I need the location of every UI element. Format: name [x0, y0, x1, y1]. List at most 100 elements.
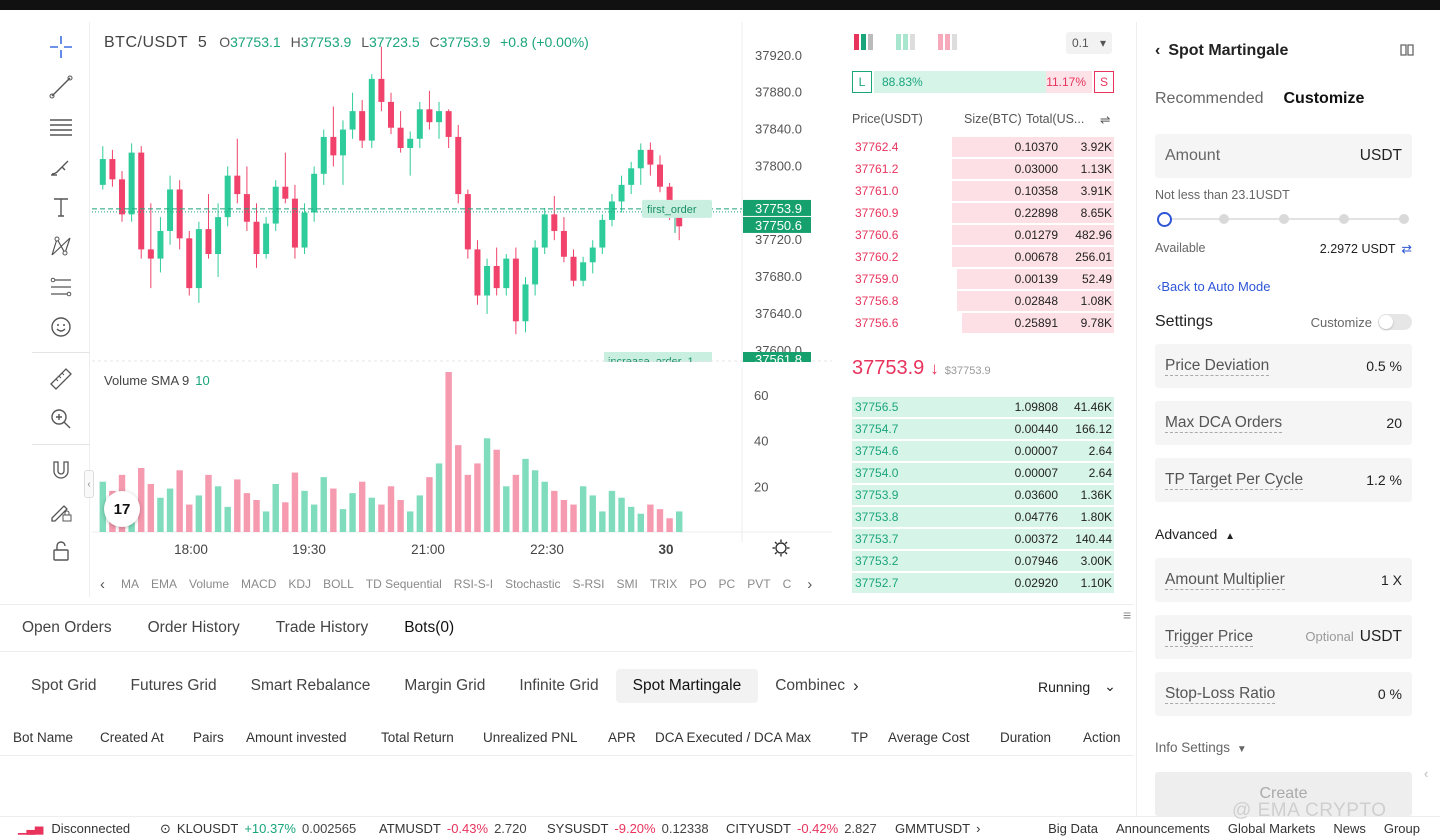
indicator-item[interactable]: EMA — [151, 577, 178, 591]
slider-knob[interactable] — [1157, 212, 1172, 227]
info-settings-toggle[interactable]: Info Settings ▼ — [1155, 740, 1247, 755]
resize-handle-icon[interactable]: ≡ — [1123, 607, 1132, 623]
tab-trade-history[interactable]: Trade History — [275, 619, 369, 636]
stop-loss-field[interactable]: Stop-Loss Ratio 0 % — [1155, 672, 1412, 716]
bot-tab-infinite-grid[interactable]: Infinite Grid — [519, 677, 599, 694]
indicator-item[interactable]: PVT — [747, 577, 771, 591]
indicator-item[interactable]: Stochastic — [505, 577, 561, 591]
ask-row[interactable]: 37762.4 0.10370 3.92K — [852, 136, 1114, 158]
bot-tab-spot-martingale[interactable]: Spot Martingale — [615, 669, 759, 703]
zoom-icon[interactable] — [46, 404, 76, 434]
settings-gear-icon[interactable] — [775, 542, 787, 554]
ask-row[interactable]: 37756.8 0.02848 1.08K — [852, 290, 1114, 312]
precision-select[interactable]: 0.1 ▾ — [1066, 32, 1112, 54]
horizontal-lines-icon[interactable] — [46, 112, 76, 142]
bid-row[interactable]: 37756.5 1.09808 41.46K — [852, 396, 1114, 418]
trigger-price-field[interactable]: Trigger Price Optional USDT — [1155, 615, 1412, 659]
panel-collapse-icon[interactable]: ‹ — [1424, 766, 1429, 781]
back-to-auto-link[interactable]: ‹Back to Auto Mode — [1157, 279, 1271, 294]
status-filter[interactable]: Running ⌄ — [1038, 678, 1116, 695]
ask-row[interactable]: 37761.2 0.03000 1.13K — [852, 158, 1114, 180]
link-group[interactable]: Group — [1383, 821, 1420, 836]
indicator-item[interactable]: PC — [718, 577, 736, 591]
candlestick-chart[interactable]: 37920.0 37880.0 37840.0 37800.0 37720.0 37680… — [92, 22, 832, 597]
both-sides-view-icon[interactable] — [854, 34, 874, 50]
indicator-next-icon[interactable]: › — [807, 575, 813, 593]
collapse-toolbar-button[interactable]: ‹ — [84, 470, 94, 498]
tab-order-history[interactable]: Order History — [147, 619, 240, 636]
magnet-icon[interactable] — [46, 456, 76, 486]
bid-row[interactable]: 37753.9 0.03600 1.36K — [852, 484, 1114, 506]
bid-row[interactable]: 37753.2 0.07946 3.00K — [852, 550, 1114, 572]
ticker-item[interactable]: GMMTUSDT › — [895, 821, 981, 836]
ask-row[interactable]: 37756.6 0.25891 9.78K — [852, 312, 1114, 334]
create-button[interactable]: Create — [1155, 772, 1412, 816]
trend-line-icon[interactable] — [46, 72, 76, 102]
bot-tab-margin-grid[interactable]: Margin Grid — [404, 677, 486, 694]
bid-row[interactable]: 37754.7 0.00440 166.12 — [852, 418, 1114, 440]
price-deviation-field[interactable]: Price Deviation 0.5 % — [1155, 344, 1412, 388]
tp-target-field[interactable]: TP Target Per Cycle 1.2 % — [1155, 458, 1412, 502]
indicator-item[interactable]: TRIX — [649, 577, 678, 591]
tab-bots[interactable]: Bots(0) — [404, 619, 455, 636]
indicator-item[interactable]: SMI — [616, 577, 638, 591]
indicator-item[interactable]: MACD — [241, 577, 277, 591]
link-news[interactable]: News — [1333, 821, 1366, 836]
indicator-item[interactable]: S-RSI — [572, 577, 605, 591]
ask-row[interactable]: 37760.6 0.01279 482.96 — [852, 224, 1114, 246]
asks-view-icon[interactable] — [938, 34, 958, 50]
max-dca-orders-field[interactable]: Max DCA Orders 20 — [1155, 401, 1412, 445]
guide-book-icon[interactable] — [1399, 42, 1415, 63]
emoji-icon[interactable] — [46, 312, 76, 342]
amount-slider[interactable] — [1157, 212, 1409, 227]
indicator-item[interactable]: Volume — [189, 577, 230, 591]
bid-row[interactable]: 37752.7 0.02920 1.10K — [852, 572, 1114, 594]
pattern-icon[interactable] — [46, 232, 76, 262]
bid-row[interactable]: 37753.7 0.00372 140.44 — [852, 528, 1114, 550]
indicator-item[interactable]: C — [782, 577, 792, 591]
indicator-item[interactable]: KDJ — [288, 577, 312, 591]
tab-recommended[interactable]: Recommended — [1155, 90, 1264, 107]
bids-view-icon[interactable] — [896, 34, 916, 50]
ticker-item[interactable]: ⊙ KLOUSDT +10.37% 0.002565 — [160, 821, 357, 836]
amount-input[interactable]: Amount USDT — [1155, 134, 1412, 178]
bot-tab-futures-grid[interactable]: Futures Grid — [130, 677, 217, 694]
bid-row[interactable]: 37754.6 0.00007 2.64 — [852, 440, 1114, 462]
ask-row[interactable]: 37759.0 0.00139 52.49 — [852, 268, 1114, 290]
ticker-item[interactable]: CITYUSDT -0.42% 2.827 — [726, 821, 877, 836]
back-chevron-icon[interactable]: ‹ — [1155, 42, 1161, 59]
bid-row[interactable]: 37753.8 0.04776 1.80K — [852, 506, 1114, 528]
amount-multiplier-field[interactable]: Amount Multiplier 1 X — [1155, 558, 1412, 602]
swap-icon[interactable]: ⇌ — [1100, 113, 1111, 127]
text-icon[interactable] — [46, 192, 76, 222]
indicator-item[interactable]: RSI-S-I — [453, 577, 494, 591]
bot-tab-combined[interactable]: Combinec — [775, 677, 845, 694]
ask-row[interactable]: 37760.2 0.00678 256.01 — [852, 246, 1114, 268]
chevron-right-icon[interactable]: › — [852, 676, 859, 695]
indicator-item[interactable]: MA — [121, 577, 139, 591]
unlock-icon[interactable] — [46, 536, 76, 566]
indicator-item[interactable]: BOLL — [323, 577, 354, 591]
customize-toggle[interactable] — [1378, 314, 1412, 330]
bot-tab-spot-grid[interactable]: Spot Grid — [31, 677, 97, 694]
crosshair-icon[interactable] — [46, 32, 76, 62]
tab-customize[interactable]: Customize — [1283, 90, 1365, 107]
link-global-markets[interactable]: Global Markets — [1227, 821, 1316, 836]
link-big-data[interactable]: Big Data — [1048, 821, 1098, 836]
link-announcements[interactable]: Announcements — [1115, 821, 1210, 836]
price-chart[interactable]: 37920.0 37880.0 37840.0 37800.0 37720.0 37680… — [92, 22, 832, 597]
fib-icon[interactable] — [46, 272, 76, 302]
ticker-item[interactable]: ATMUSDT -0.43% 2.720 — [379, 821, 527, 836]
indicator-prev-icon[interactable]: ‹ — [100, 575, 105, 593]
ruler-icon[interactable] — [46, 364, 76, 394]
advanced-toggle[interactable]: Advanced ▲ — [1155, 526, 1236, 542]
indicator-item[interactable]: PO — [689, 577, 707, 591]
bid-row[interactable]: 37754.0 0.00007 2.64 — [852, 462, 1114, 484]
brush-icon[interactable] — [46, 152, 76, 182]
transfer-icon[interactable]: ⇄ — [1401, 242, 1412, 256]
ticker-item[interactable]: SYSUSDT -9.20% 0.12338 — [547, 821, 709, 836]
tab-open-orders[interactable]: Open Orders — [22, 619, 112, 636]
ask-row[interactable]: 37761.0 0.10358 3.91K — [852, 180, 1114, 202]
indicator-item[interactable]: TD Sequential — [365, 577, 442, 591]
bot-tab-smart-rebalance[interactable]: Smart Rebalance — [250, 677, 371, 694]
